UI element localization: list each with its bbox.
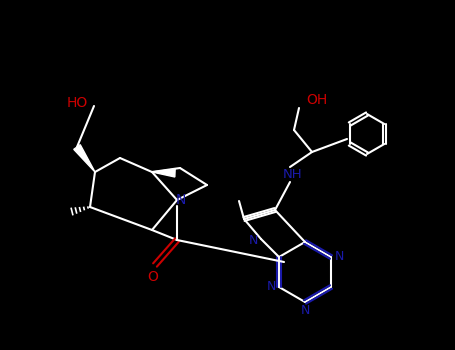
Text: N: N xyxy=(176,193,186,207)
Text: N: N xyxy=(334,251,344,264)
Text: N: N xyxy=(300,303,310,316)
Text: N: N xyxy=(248,234,258,247)
Text: OH: OH xyxy=(306,93,328,107)
Text: HO: HO xyxy=(66,96,88,110)
Text: N: N xyxy=(266,280,276,294)
Polygon shape xyxy=(74,145,95,172)
Text: O: O xyxy=(147,270,158,284)
Polygon shape xyxy=(152,169,175,177)
Text: NH: NH xyxy=(283,168,303,181)
